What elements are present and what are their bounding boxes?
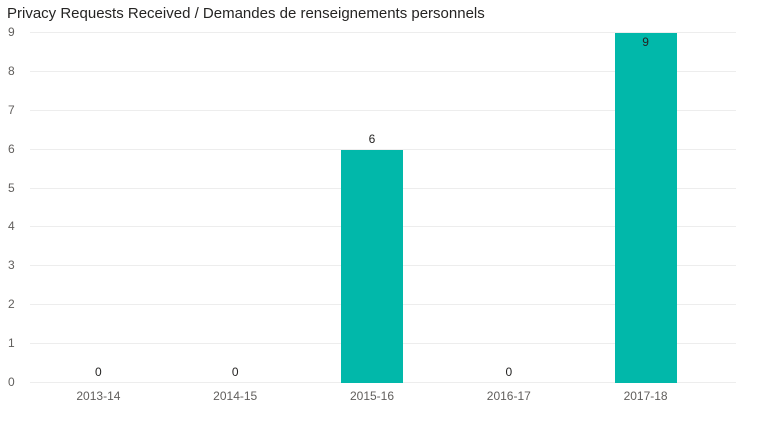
chart-title: Privacy Requests Received / Demandes de … — [7, 5, 485, 22]
bar-cell-2016-17: 0 — [440, 33, 577, 383]
x-axis-label-2015-16: 2015-16 — [349, 389, 395, 403]
y-axis-tick-label: 9 — [8, 25, 15, 39]
bar-cell-2017-18: 9 — [577, 33, 714, 383]
x-axis: 2013-14 2014-15 2015-16 2016-17 2017-18 — [30, 389, 714, 403]
y-axis-tick-label: 3 — [8, 258, 15, 273]
bar-cell-2013-14: 0 — [30, 33, 167, 383]
x-axis-label-2013-14: 2013-14 — [76, 389, 121, 403]
bar-value-label: 6 — [368, 131, 376, 146]
bar-value-label: 0 — [95, 365, 102, 379]
y-axis-tick-label: 5 — [8, 180, 15, 195]
gridline-6 — [30, 148, 736, 150]
bar-value-label: 0 — [231, 365, 239, 379]
y-axis-tick-label: 7 — [8, 102, 15, 117]
bar-cell-2015-16: 6 — [304, 33, 441, 383]
y-axis-tick-label: 0 — [8, 375, 15, 389]
y-axis-tick-label: 8 — [8, 63, 15, 78]
x-axis-label-2014-15: 2014-15 — [213, 389, 258, 403]
y-axis-tick-label: 1 — [8, 336, 15, 351]
bar-cell-2014-15: 0 — [167, 33, 304, 383]
gridline-9 — [30, 32, 736, 33]
bar-value-label: 0 — [505, 365, 513, 379]
bar-2017-18[interactable] — [614, 33, 677, 383]
bar-value-label: 9 — [642, 35, 649, 49]
x-axis-label-2017-18: 2017-18 — [623, 389, 668, 403]
plot-area: 0 0 6 0 9 — [30, 33, 714, 383]
y-axis-tick-label: 4 — [8, 219, 15, 234]
y-axis-tick-label: 2 — [8, 297, 15, 312]
gridline-7 — [30, 109, 736, 111]
bar-2015-16[interactable] — [340, 149, 403, 383]
y-axis-tick-label: 6 — [8, 141, 15, 156]
x-axis-label-2016-17: 2016-17 — [486, 389, 531, 403]
gridline-8 — [30, 70, 736, 72]
